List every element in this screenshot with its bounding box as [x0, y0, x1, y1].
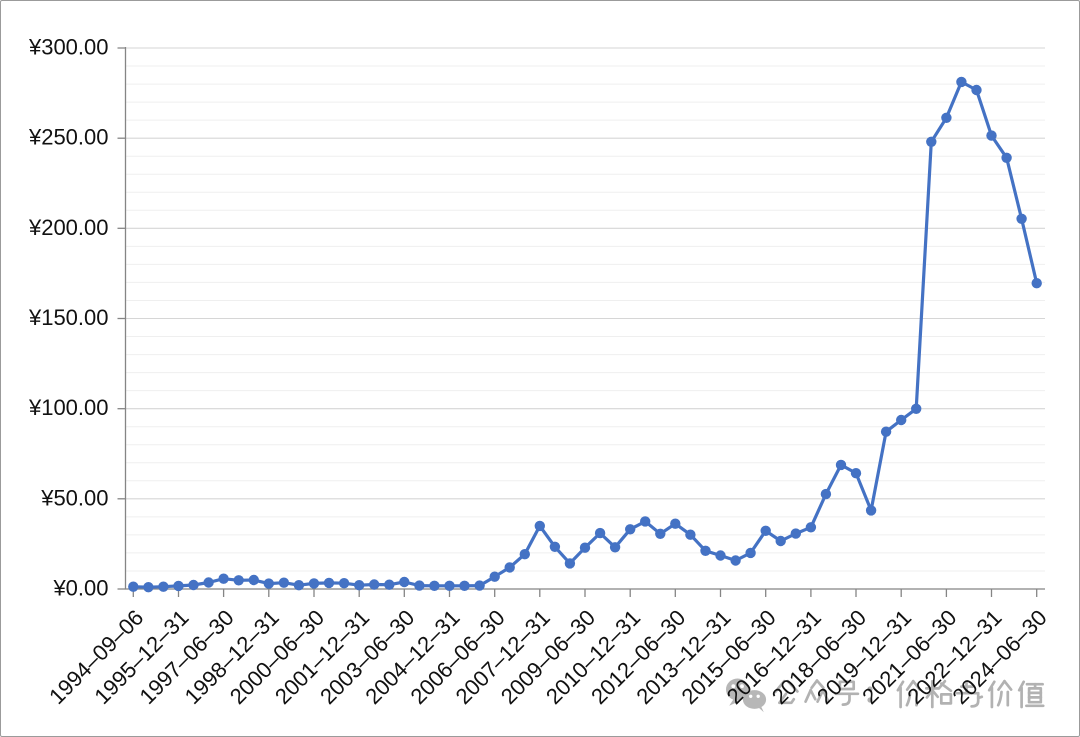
svg-text:¥150.00: ¥150.00 [28, 305, 109, 330]
svg-text:¥50.00: ¥50.00 [40, 485, 108, 510]
svg-text:¥300.00: ¥300.00 [28, 35, 109, 60]
svg-text:¥0.00: ¥0.00 [52, 576, 108, 601]
svg-text:¥200.00: ¥200.00 [28, 215, 109, 240]
svg-text:¥100.00: ¥100.00 [28, 395, 109, 420]
svg-text:¥250.00: ¥250.00 [28, 125, 109, 150]
